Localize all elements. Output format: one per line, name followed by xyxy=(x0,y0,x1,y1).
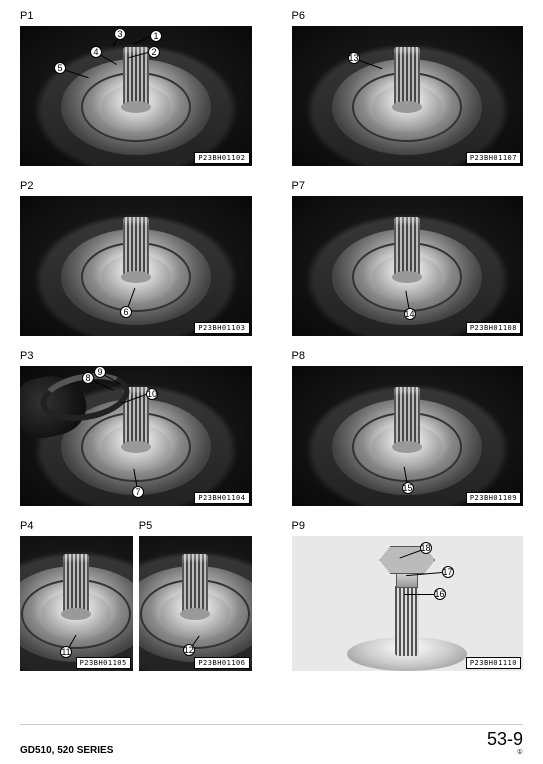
part-tag: P23BH01105 xyxy=(76,657,131,669)
figure-P3: P3 7 89 10 P23BH01104 xyxy=(20,350,252,506)
part-tag: P23BH01107 xyxy=(466,152,521,164)
figure-label: P3 xyxy=(20,350,252,362)
callout-2: 2 xyxy=(148,46,160,58)
callout-17: 17 xyxy=(442,566,454,578)
figure-P7: P7 14 P23BH01108 xyxy=(292,180,524,336)
callout-8: 8 xyxy=(82,372,94,384)
figure-image: 12 P23BH01106 xyxy=(139,536,252,671)
page: P1 12345 P23BH01102 P2 xyxy=(0,0,543,764)
figure-label: P2 xyxy=(20,180,252,192)
figure-label: P1 xyxy=(20,10,252,22)
callout-13: 13 xyxy=(348,52,360,64)
part-tag: P23BH01106 xyxy=(194,657,249,669)
figure-image: 14 P23BH01108 xyxy=(292,196,524,336)
right-column: P6 13 P23BH01107 P7 xyxy=(292,10,524,685)
figure-image: 1 2 34 5 P23BH01102 xyxy=(20,26,252,166)
callout-10: 10 xyxy=(146,388,158,400)
figure-P2: P2 6 P23BH01103 xyxy=(20,180,252,336)
figure-label: P6 xyxy=(292,10,524,22)
callout-7: 7 xyxy=(132,486,144,498)
figure-label: P8 xyxy=(292,350,524,362)
figure-image: 13 P23BH01107 xyxy=(292,26,524,166)
series-label: GD510, 520 SERIES xyxy=(20,745,113,756)
figure-label: P7 xyxy=(292,180,524,192)
figure-label: P5 xyxy=(139,520,252,532)
callout-15: 15 xyxy=(402,482,414,494)
callout-6: 6 xyxy=(120,306,132,318)
figure-P6: P6 13 P23BH01107 xyxy=(292,10,524,166)
lead-16 xyxy=(404,594,434,595)
part-tag: P23BH01103 xyxy=(194,322,249,334)
left-column: P1 12345 P23BH01102 P2 xyxy=(20,10,252,685)
callout-11: 11 xyxy=(60,646,72,658)
callout-16: 16 xyxy=(434,588,446,600)
part-tag: P23BH01110 xyxy=(466,657,521,669)
footer: GD510, 520 SERIES 53-9 ① xyxy=(20,724,523,756)
figure-image: 6 P23BH01103 xyxy=(20,196,252,336)
callout-3: 3 xyxy=(114,28,126,40)
figure-label: P4 xyxy=(20,520,133,532)
callout-14: 14 xyxy=(404,308,416,320)
part-tag: P23BH01108 xyxy=(466,322,521,334)
columns: P1 12345 P23BH01102 P2 xyxy=(20,10,523,685)
figure-label: P9 xyxy=(292,520,524,532)
callout-12: 12 xyxy=(183,644,195,656)
figure-P8: P8 15 P23BH01109 xyxy=(292,350,524,506)
callout-9: 9 xyxy=(94,366,106,378)
figure-P4-P5: P4 P5 11 P23BH01105 xyxy=(20,520,252,671)
figure-image: 11 P23BH01105 xyxy=(20,536,133,671)
callout-18: 18 xyxy=(420,542,432,554)
figure-P1: P1 1 2 34 5 P23BH01102 xyxy=(20,10,252,166)
figure-image: 7 89 10 P23BH01104 xyxy=(20,366,252,506)
figure-image: 15 P23BH01109 xyxy=(292,366,524,506)
callout-5: 5 xyxy=(54,62,66,74)
figure-P9: P9 16 17 18 P23BH01110 xyxy=(292,520,524,671)
callout-1: 1 xyxy=(150,30,162,42)
page-number-block: 53-9 ① xyxy=(487,729,523,756)
page-sub: ① xyxy=(487,748,523,756)
part-tag: P23BH01104 xyxy=(194,492,249,504)
page-number: 53-9 xyxy=(487,729,523,749)
figure-image: 16 17 18 P23BH01110 xyxy=(292,536,524,671)
callout-4: 4 xyxy=(90,46,102,58)
part-tag: P23BH01109 xyxy=(466,492,521,504)
part-tag: P23BH01102 xyxy=(194,152,249,164)
